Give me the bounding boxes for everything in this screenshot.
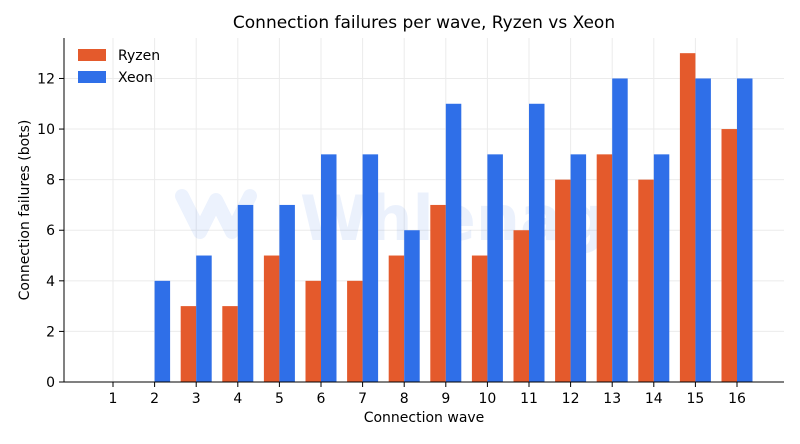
bar-xeon-10 [487,154,503,382]
legend-swatch-ryzen [78,49,106,61]
y-ticks: 0 2 4 6 8 10 12 [37,71,64,391]
y-tick-label: 2 [46,324,55,340]
x-axis-title: Connection wave [364,410,485,426]
x-tick-label: 1 [109,391,118,407]
x-tick-label: 3 [192,391,201,407]
x-tick-label: 16 [728,391,746,407]
y-tick-label: 0 [46,375,55,391]
legend-swatch-xeon [78,71,106,83]
bar-ryzen-13 [596,154,613,382]
x-tick-label: 15 [686,391,704,407]
x-tick-label: 5 [275,391,284,407]
x-tick-label: 7 [358,391,367,407]
bar-xeon-15 [695,78,711,383]
legend-label-xeon: Xeon [118,70,153,86]
bar-ryzen-14 [638,179,654,382]
bar-xeon-2 [154,280,171,382]
x-tick-label: 4 [233,391,242,407]
x-tick-label: 10 [478,391,496,407]
bar-xeon-14 [653,154,670,382]
x-tick-label: 2 [150,391,159,407]
x-ticks: 1 2 3 4 5 6 7 8 9 10 11 12 13 14 15 16 [109,382,746,407]
x-tick-label: 8 [400,391,409,407]
bar-ryzen-15 [679,53,696,382]
bar-ryzen-9 [430,204,446,382]
bar-ryzen-4 [222,306,238,382]
bar-xeon-9 [445,103,462,382]
y-tick-label: 12 [37,71,55,87]
y-tick-label: 6 [46,223,55,239]
bar-xeon-5 [279,204,295,382]
bar-xeon-12 [570,154,587,382]
legend: Ryzen Xeon [78,48,160,86]
bar-ryzen-6 [305,280,321,382]
bar-xeon-6 [321,154,337,382]
bar-ryzen-12 [555,179,571,382]
x-tick-label: 6 [317,391,326,407]
bar-ryzen-10 [471,255,488,382]
bar-ryzen-7 [347,280,363,382]
bar-xeon-7 [362,154,379,382]
bar-xeon-3 [196,255,212,382]
bar-xeon-13 [612,78,628,383]
x-tick-label: 12 [562,391,580,407]
y-tick-label: 8 [46,173,55,189]
bar-xeon-8 [404,230,420,382]
bar-ryzen-11 [513,230,529,382]
x-tick-label: 13 [603,391,621,407]
bar-ryzen-5 [263,255,280,382]
legend-label-ryzen: Ryzen [118,48,160,64]
x-tick-label: 14 [645,391,663,407]
y-tick-label: 10 [37,122,55,138]
bars [154,53,753,383]
axes [63,38,784,383]
bar-ryzen-16 [721,129,737,382]
bar-ryzen-8 [388,255,405,382]
bar-ryzen-3 [180,306,197,382]
chart-title: Connection failures per wave, Ryzen vs X… [233,13,615,33]
y-tick-label: 4 [46,274,55,290]
bar-xeon-4 [237,204,254,382]
x-tick-label: 9 [441,391,450,407]
y-axis-title: Connection failures (bots) [17,120,33,301]
bar-xeon-11 [529,103,545,382]
x-tick-label: 11 [520,391,538,407]
bar-xeon-16 [737,78,753,383]
